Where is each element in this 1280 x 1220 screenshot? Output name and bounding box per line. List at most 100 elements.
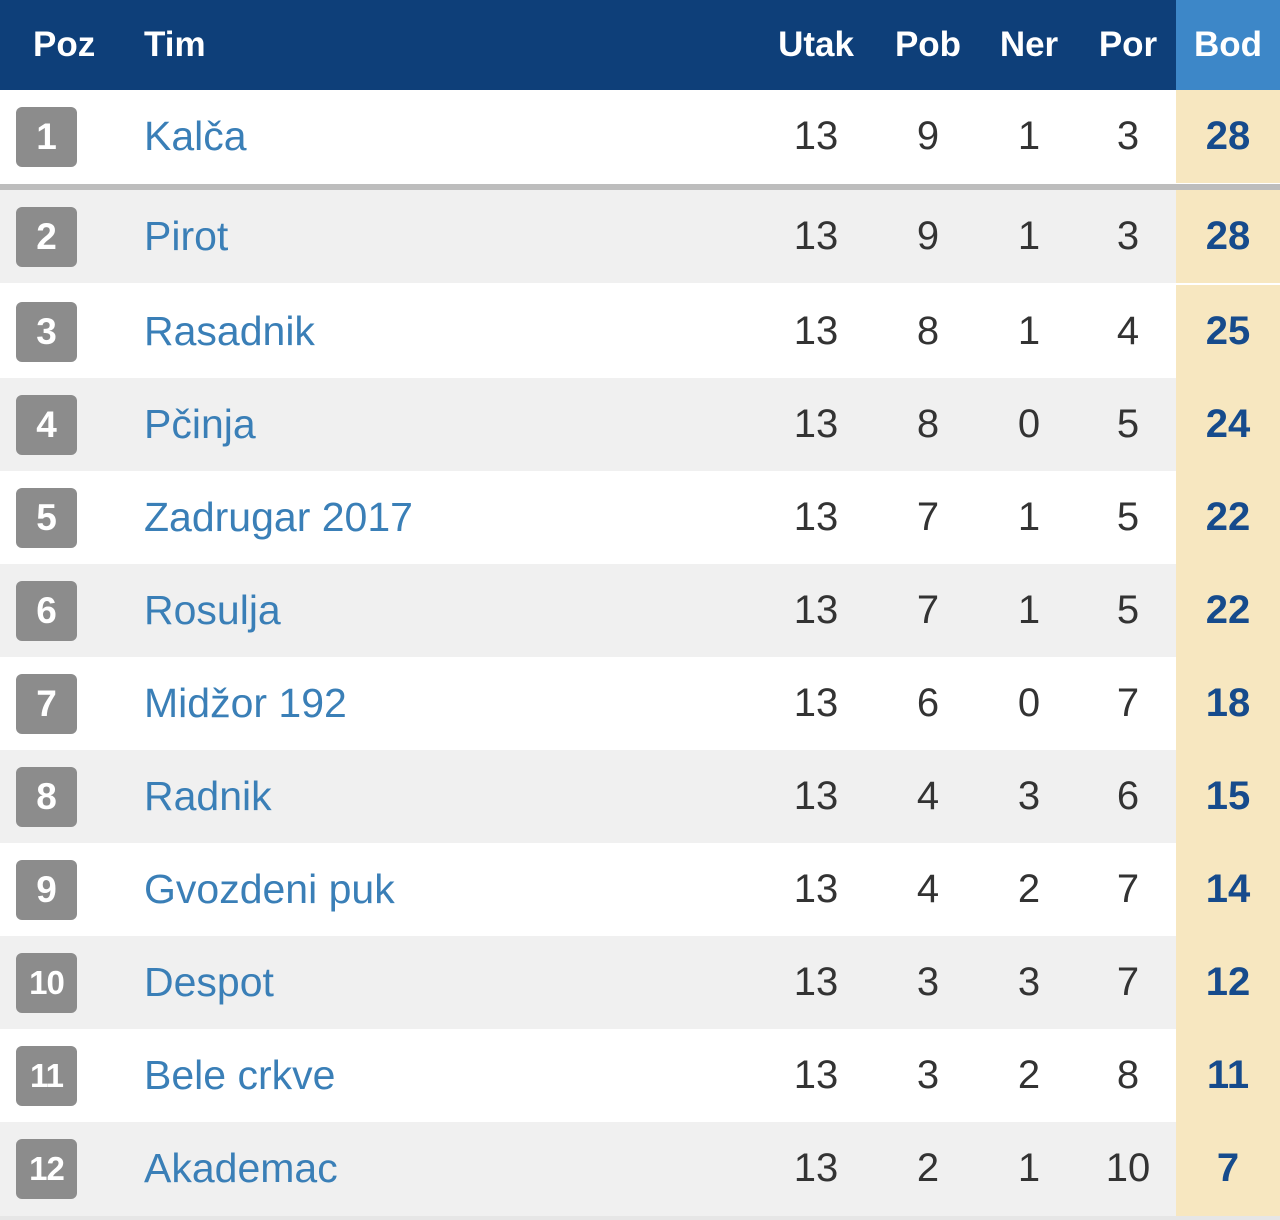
header-poz[interactable]: Poz — [33, 25, 96, 64]
team-link[interactable]: Rosulja — [144, 587, 281, 633]
losses-cell: 4 — [1116, 309, 1140, 353]
points-cell-background — [1176, 1122, 1280, 1216]
games-played-cell: 13 — [793, 309, 839, 353]
position-badge: 7 — [16, 674, 77, 734]
losses-cell: 10 — [1105, 1146, 1151, 1190]
points-cell-background — [1176, 936, 1280, 1029]
position-badge: 11 — [16, 1046, 77, 1106]
wins-cell: 9 — [916, 214, 940, 258]
points-cell: 22 — [1205, 588, 1251, 632]
points-cell-background — [1176, 750, 1280, 843]
team-link[interactable]: Rasadnik — [144, 308, 315, 354]
losses-cell: 7 — [1116, 681, 1140, 725]
games-played-cell: 13 — [793, 960, 839, 1004]
points-cell-background — [1176, 1029, 1280, 1122]
table-row[interactable]: 7 Midžor 192 13 6 0 7 18 — [0, 657, 1280, 750]
header-bod-highlight — [1176, 0, 1280, 90]
table-bottom-border — [0, 1216, 1280, 1220]
points-cell: 12 — [1205, 960, 1251, 1004]
table-row[interactable]: 9 Gvozdeni puk 13 4 2 7 14 — [0, 843, 1280, 936]
points-cell: 24 — [1205, 402, 1251, 446]
points-cell-background — [1176, 657, 1280, 750]
losses-cell: 7 — [1116, 867, 1140, 911]
games-played-cell: 13 — [793, 114, 839, 158]
draws-cell: 0 — [1017, 402, 1041, 446]
wins-cell: 4 — [916, 867, 940, 911]
draws-cell: 2 — [1017, 867, 1041, 911]
draws-cell: 1 — [1017, 1146, 1041, 1190]
draws-cell: 2 — [1017, 1053, 1041, 1097]
points-cell: 14 — [1205, 867, 1251, 911]
position-badge: 4 — [16, 395, 77, 455]
team-link[interactable]: Gvozdeni puk — [144, 866, 395, 912]
table-row[interactable]: 5 Zadrugar 2017 13 7 1 5 22 — [0, 471, 1280, 564]
team-link[interactable]: Zadrugar 2017 — [144, 494, 413, 540]
points-cell-background — [1176, 190, 1280, 283]
team-link[interactable]: Pirot — [144, 213, 229, 259]
team-link[interactable]: Kalča — [144, 113, 247, 159]
wins-cell: 8 — [916, 309, 940, 353]
games-played-cell: 13 — [793, 402, 839, 446]
header-pob[interactable]: Pob — [894, 25, 962, 64]
team-link[interactable]: Despot — [144, 959, 274, 1005]
losses-cell: 3 — [1116, 214, 1140, 258]
points-cell: 28 — [1205, 214, 1251, 258]
wins-cell: 4 — [916, 774, 940, 818]
wins-cell: 7 — [916, 495, 940, 539]
table-row[interactable]: 10 Despot 13 3 3 7 12 — [0, 936, 1280, 1029]
position-badge: 8 — [16, 767, 77, 827]
table-row[interactable]: 11 Bele crkve 13 3 2 8 11 — [0, 1029, 1280, 1122]
table-row[interactable]: 12 Akademac 13 2 1 10 7 — [0, 1122, 1280, 1216]
team-link[interactable]: Radnik — [144, 773, 272, 819]
wins-cell: 6 — [916, 681, 940, 725]
points-cell-background — [1176, 378, 1280, 471]
wins-cell: 3 — [916, 1053, 940, 1097]
losses-cell: 7 — [1116, 960, 1140, 1004]
games-played-cell: 13 — [793, 495, 839, 539]
draws-cell: 3 — [1017, 960, 1041, 1004]
team-link[interactable]: Midžor 192 — [144, 680, 347, 726]
table-row[interactable]: 6 Rosulja 13 7 1 5 22 — [0, 564, 1280, 657]
header-por[interactable]: Por — [1098, 25, 1158, 64]
table-row[interactable]: 3 Rasadnik 13 8 1 4 25 — [0, 285, 1280, 378]
header-tim[interactable]: Tim — [144, 25, 206, 64]
wins-cell: 7 — [916, 588, 940, 632]
team-link[interactable]: Akademac — [144, 1145, 338, 1191]
wins-cell: 8 — [916, 402, 940, 446]
points-cell: 28 — [1205, 114, 1251, 158]
position-badge: 12 — [16, 1139, 77, 1199]
points-cell-background — [1176, 285, 1280, 378]
position-badge: 5 — [16, 488, 77, 548]
points-cell: 7 — [1216, 1146, 1240, 1190]
team-link[interactable]: Bele crkve — [144, 1052, 336, 1098]
losses-cell: 8 — [1116, 1053, 1140, 1097]
draws-cell: 3 — [1017, 774, 1041, 818]
draws-cell: 1 — [1017, 588, 1041, 632]
position-badge: 6 — [16, 581, 77, 641]
points-cell-background — [1176, 843, 1280, 936]
header-bod[interactable]: Bod — [1193, 25, 1263, 64]
games-played-cell: 13 — [793, 1053, 839, 1097]
header-ner[interactable]: Ner — [999, 25, 1059, 64]
points-cell: 11 — [1206, 1053, 1250, 1097]
table-row[interactable]: 4 Pčinja 13 8 0 5 24 — [0, 378, 1280, 471]
points-cell: 22 — [1205, 495, 1251, 539]
games-played-cell: 13 — [793, 1146, 839, 1190]
wins-cell: 3 — [916, 960, 940, 1004]
table-row[interactable]: 8 Radnik 13 4 3 6 15 — [0, 750, 1280, 843]
games-played-cell: 13 — [793, 214, 839, 258]
header-utak[interactable]: Utak — [778, 25, 854, 64]
draws-cell: 1 — [1017, 214, 1041, 258]
points-cell-background — [1176, 564, 1280, 657]
points-cell-background — [1176, 471, 1280, 564]
games-played-cell: 13 — [793, 681, 839, 725]
points-cell: 25 — [1205, 309, 1251, 353]
table-row[interactable]: 2 Pirot 13 9 1 3 28 — [0, 190, 1280, 283]
losses-cell: 5 — [1116, 495, 1140, 539]
games-played-cell: 13 — [793, 867, 839, 911]
team-link[interactable]: Pčinja — [144, 401, 256, 447]
position-badge: 2 — [16, 207, 77, 267]
points-cell: 18 — [1205, 681, 1251, 725]
qualification-separator — [0, 184, 1280, 190]
table-row[interactable]: 1 Kalča 13 9 1 3 28 — [0, 90, 1280, 183]
